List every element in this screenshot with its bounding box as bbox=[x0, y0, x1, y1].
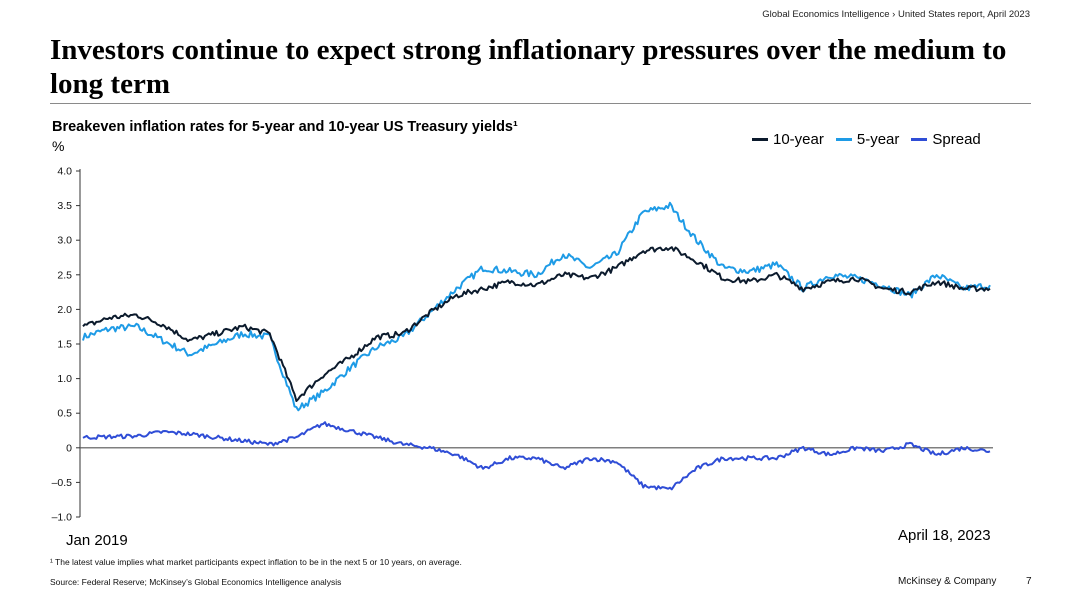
y-tick-label: –0.5 bbox=[52, 477, 73, 489]
y-tick-label: 3.0 bbox=[57, 235, 72, 247]
y-tick-label: 1.5 bbox=[57, 339, 72, 351]
y-tick-label: 2.5 bbox=[57, 269, 72, 281]
y-axis-unit: % bbox=[52, 138, 65, 154]
y-tick-label: 0 bbox=[66, 442, 72, 454]
y-tick-label: 0.5 bbox=[57, 408, 72, 420]
series-line-10-year bbox=[82, 246, 991, 402]
y-tick-label: 2.0 bbox=[57, 304, 72, 316]
brand-name: McKinsey & Company bbox=[898, 576, 997, 587]
legend-swatch-5-year bbox=[835, 138, 852, 141]
series-line-spread bbox=[82, 421, 991, 491]
legend-item-spread: Spread bbox=[911, 131, 981, 148]
y-tick-label: 4.0 bbox=[57, 166, 72, 178]
report-breadcrumb: Global Economics Intelligence › United S… bbox=[762, 9, 1030, 20]
series-line-5-year bbox=[82, 201, 991, 412]
chart-legend: 10-year 5-year Spread bbox=[752, 131, 993, 148]
y-tick-label: –1.0 bbox=[52, 512, 73, 524]
y-tick-label: 3.5 bbox=[57, 200, 72, 212]
page-title: Investors continue to expect strong infl… bbox=[50, 34, 1007, 100]
x-axis-end-label: April 18, 2023 bbox=[898, 527, 991, 544]
page-number: 7 bbox=[1026, 576, 1032, 587]
legend-label-5-year: 5-year bbox=[856, 131, 900, 148]
title-divider bbox=[50, 103, 1031, 104]
legend-label-spread: Spread bbox=[932, 131, 981, 148]
y-tick-label: 1.0 bbox=[57, 373, 72, 385]
footnote: ¹ The latest value implies what market p… bbox=[50, 557, 462, 567]
legend-swatch-10-year bbox=[752, 138, 768, 141]
x-axis-start-label: Jan 2019 bbox=[66, 532, 128, 549]
legend-swatch-spread bbox=[911, 138, 928, 141]
source-note: Source: Federal Reserve; McKinsey’s Glob… bbox=[50, 577, 342, 587]
legend-item-5-year: 5-year bbox=[835, 131, 900, 148]
legend-label-10-year: 10-year bbox=[773, 131, 824, 148]
legend-item-10-year: 10-year bbox=[752, 131, 824, 148]
chart-title: Breakeven inflation rates for 5-year and… bbox=[52, 119, 518, 135]
